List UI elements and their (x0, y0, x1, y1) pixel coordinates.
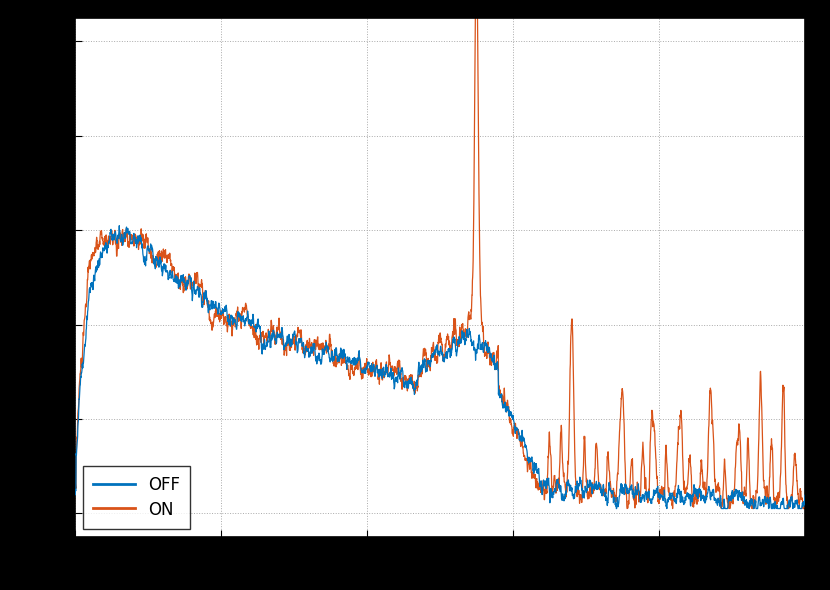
ON (153, 252, 163, 259)
Line: ON: ON (75, 0, 805, 509)
Legend: OFF, ON: OFF, ON (83, 466, 190, 529)
ON (197, 278, 207, 285)
Line: OFF: OFF (75, 226, 805, 509)
OFF (70, 486, 80, 493)
OFF (382, 366, 392, 373)
OFF (197, 301, 207, 309)
OFF (115, 222, 124, 230)
OFF (350, 360, 360, 367)
OFF (707, 487, 717, 494)
OFF (612, 505, 622, 512)
ON (349, 365, 359, 372)
OFF (800, 491, 810, 499)
ON (707, 419, 717, 426)
ON (786, 494, 796, 501)
OFF (154, 257, 164, 264)
ON (800, 505, 810, 512)
OFF (786, 494, 796, 501)
ON (70, 481, 80, 488)
ON (382, 358, 392, 365)
